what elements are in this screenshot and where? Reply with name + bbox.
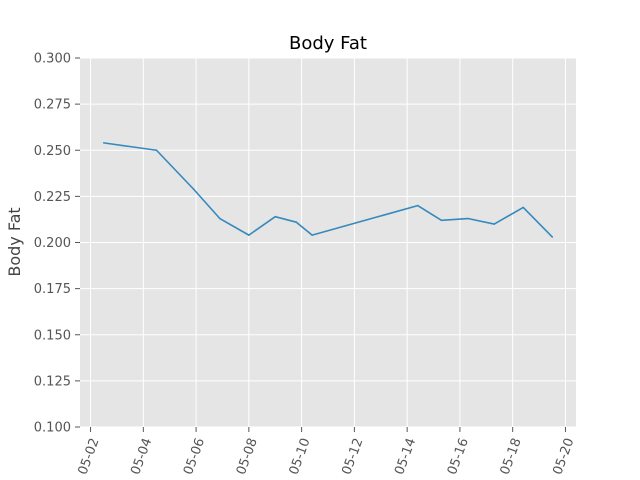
y-axis-label: Body Fat [5,207,24,276]
axes: 0.100 0.125 0.150 0.175 0.200 0.225 0.250 0.275… [34,52,578,477]
y-tick-label: 0.225 [34,190,71,205]
x-tick-label: 05-08 [234,436,261,477]
line-segment [493,206,525,225]
line-segment [274,215,298,224]
x-tick-label: 05-12 [339,436,366,477]
line-segment [522,206,554,238]
series-line [102,142,554,238]
line-segment [219,217,250,236]
line-segment [440,217,469,222]
y-tick-label: 0.275 [34,98,71,113]
line-segment [155,149,195,190]
y-tick-label: 0.300 [34,52,71,67]
grid-lines [80,57,576,428]
line-segment [295,221,313,236]
y-tick-label: 0.150 [34,328,71,343]
x-tick-label: 05-10 [287,436,314,477]
x-tick-label: 05-16 [445,436,472,477]
x-tick-label: 05-18 [498,436,525,477]
x-tick-label: 05-02 [76,436,103,477]
y-tick-label: 0.250 [34,144,71,159]
y-tick-label: 0.200 [34,236,71,251]
chart-title: Body Fat [289,33,367,54]
y-tick-label: 0.125 [34,374,71,389]
line-segment [248,215,277,236]
y-tick-label: 0.100 [34,421,71,436]
data-series [102,142,554,238]
line-segment [416,204,443,222]
x-tick-label: 05-14 [392,436,419,477]
y-tick-label: 0.175 [34,282,71,297]
x-tick-label: 05-04 [128,436,155,477]
line-segment [192,188,221,220]
x-tick-label: 05-20 [550,436,577,477]
line-segment [102,142,158,152]
line-segment [467,217,496,225]
x-tick-label: 05-06 [181,436,208,477]
line-segment [311,204,419,236]
